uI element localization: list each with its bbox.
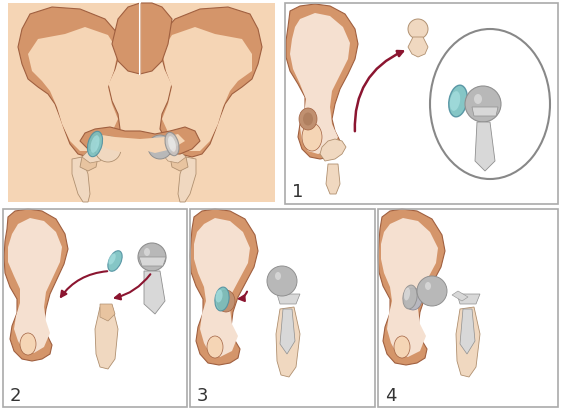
Text: 3: 3 [197,387,208,405]
Ellipse shape [474,94,482,104]
Bar [3,209,187,407]
Polygon shape [194,218,250,357]
Ellipse shape [216,290,222,302]
Polygon shape [95,305,118,369]
Ellipse shape [430,29,550,179]
Polygon shape [163,147,186,163]
Polygon shape [80,153,98,171]
Circle shape [417,276,447,306]
Polygon shape [277,294,300,304]
Ellipse shape [394,336,410,358]
Circle shape [408,19,428,39]
Polygon shape [170,153,188,171]
Ellipse shape [404,288,410,301]
Polygon shape [112,3,172,74]
Ellipse shape [450,91,460,111]
Ellipse shape [91,135,100,153]
Polygon shape [452,291,468,301]
Bar [285,3,558,204]
Polygon shape [190,209,258,365]
Polygon shape [408,37,428,57]
Polygon shape [320,139,346,161]
Polygon shape [139,257,166,266]
Ellipse shape [168,136,176,152]
Polygon shape [457,294,480,304]
Ellipse shape [144,248,150,256]
Ellipse shape [403,285,417,309]
Polygon shape [8,218,62,353]
Circle shape [148,135,172,159]
Text: 2: 2 [10,387,21,405]
Polygon shape [475,122,495,171]
Polygon shape [144,271,165,314]
Polygon shape [82,147,105,163]
Bar [378,209,558,407]
Polygon shape [162,27,252,151]
Ellipse shape [302,123,322,151]
Ellipse shape [108,251,122,271]
Polygon shape [95,134,185,153]
Polygon shape [18,7,120,157]
Circle shape [95,136,121,162]
Ellipse shape [299,108,317,130]
Ellipse shape [425,282,431,290]
Ellipse shape [217,290,235,312]
Ellipse shape [404,288,422,310]
Polygon shape [276,307,300,377]
Ellipse shape [20,333,36,355]
Ellipse shape [303,112,313,126]
Polygon shape [381,218,438,357]
Polygon shape [456,307,480,377]
Polygon shape [460,309,475,354]
Circle shape [465,86,501,122]
Ellipse shape [165,132,179,156]
Polygon shape [72,157,90,202]
Text: 1: 1 [292,183,303,201]
Polygon shape [28,27,118,151]
Ellipse shape [275,272,281,280]
Text: 4: 4 [385,387,396,405]
Polygon shape [178,157,196,202]
Polygon shape [280,309,295,354]
Polygon shape [100,304,115,321]
Polygon shape [8,3,275,202]
Polygon shape [326,164,340,194]
Polygon shape [4,209,68,361]
Circle shape [267,266,297,296]
Bar [190,209,375,407]
Ellipse shape [207,336,223,358]
Polygon shape [290,13,350,154]
Ellipse shape [87,131,102,157]
Ellipse shape [449,85,467,117]
Ellipse shape [108,254,116,265]
Ellipse shape [215,287,229,311]
Polygon shape [378,209,445,365]
Polygon shape [286,4,358,159]
Polygon shape [80,127,200,154]
Polygon shape [160,7,262,157]
Circle shape [138,243,166,271]
Polygon shape [472,107,498,116]
